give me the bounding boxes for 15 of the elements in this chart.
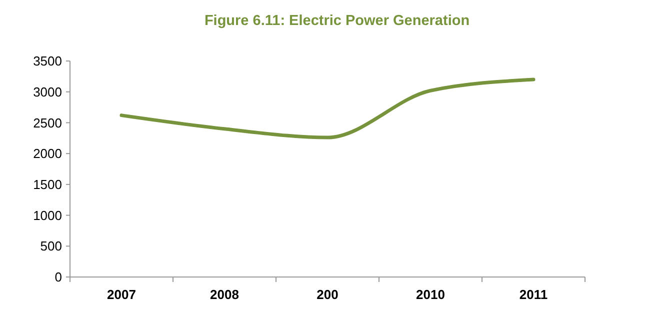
x-tick-label: 2010 [416, 287, 445, 302]
chart-title: Figure 6.11: Electric Power Generation [204, 13, 470, 29]
x-tick-label: 2008 [210, 287, 239, 302]
y-tick-label: 0 [54, 270, 62, 285]
x-tick-label: 2011 [519, 287, 548, 302]
line-series [120, 78, 536, 140]
y-tick-label: 3000 [33, 84, 62, 100]
y-tick-label: 2500 [33, 115, 62, 130]
y-tick-label: 500 [40, 238, 62, 254]
y-tick-label: 2000 [33, 146, 62, 162]
x-tick-label: 200 [316, 287, 338, 302]
y-tick-label: 1000 [33, 208, 62, 223]
y-tick-label: 1500 [33, 176, 62, 192]
y-tick-label: 3500 [33, 54, 62, 69]
x-tick-label: 2007 [107, 287, 136, 302]
